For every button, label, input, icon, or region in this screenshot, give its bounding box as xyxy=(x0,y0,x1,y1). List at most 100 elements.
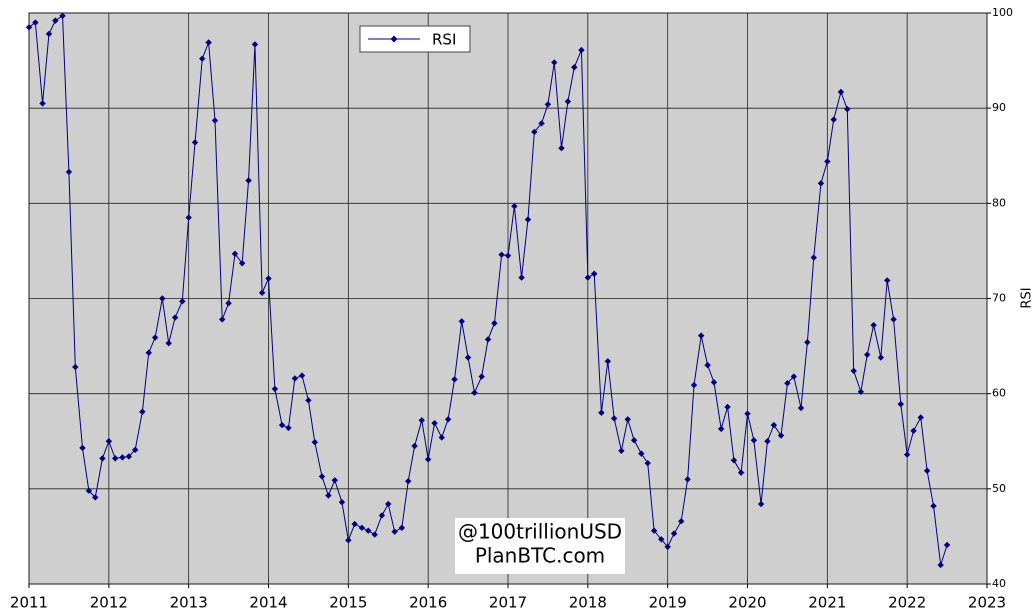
point xyxy=(870,321,877,329)
point xyxy=(52,17,59,24)
point xyxy=(438,434,445,441)
point xyxy=(618,447,625,454)
point xyxy=(777,432,785,439)
point xyxy=(837,88,845,96)
point xyxy=(710,379,718,386)
point xyxy=(630,437,638,444)
point xyxy=(39,100,46,107)
point xyxy=(418,417,425,424)
point xyxy=(844,105,851,113)
point xyxy=(884,277,891,284)
point xyxy=(624,416,631,423)
point xyxy=(704,361,711,369)
point xyxy=(518,274,525,281)
point xyxy=(943,541,951,549)
x-tick-label: 2018 xyxy=(569,594,607,612)
point xyxy=(538,120,545,127)
point xyxy=(930,502,937,510)
point xyxy=(351,520,358,528)
point xyxy=(551,59,558,66)
point xyxy=(345,537,352,544)
point xyxy=(358,524,366,532)
point xyxy=(99,455,106,462)
point xyxy=(897,400,904,408)
point xyxy=(638,450,645,457)
point xyxy=(458,318,465,325)
point xyxy=(45,30,53,38)
point xyxy=(910,427,917,434)
y-tick-label: 100 xyxy=(992,6,1013,19)
x-tick-label: 2011 xyxy=(10,594,48,612)
point xyxy=(131,446,139,454)
point xyxy=(717,425,725,433)
point xyxy=(378,512,386,519)
point xyxy=(278,421,286,429)
x-tick-label: 2021 xyxy=(808,594,846,612)
point xyxy=(65,168,73,176)
point xyxy=(724,403,731,411)
point xyxy=(171,314,179,321)
y-tick-label: 90 xyxy=(992,101,1006,114)
y-tick-label: 50 xyxy=(992,482,1006,495)
point xyxy=(864,351,871,358)
point xyxy=(757,500,765,508)
point xyxy=(405,478,412,485)
point xyxy=(159,295,166,302)
x-tick-label: 2017 xyxy=(489,594,527,612)
point xyxy=(578,46,585,54)
point xyxy=(937,561,944,569)
point xyxy=(737,469,745,476)
point xyxy=(730,457,738,464)
point xyxy=(59,12,66,20)
point xyxy=(564,98,572,105)
point xyxy=(338,498,346,506)
point xyxy=(531,128,538,136)
point xyxy=(650,527,658,534)
point xyxy=(331,477,338,484)
x-tick-label: 2019 xyxy=(649,594,687,612)
watermark-box xyxy=(455,518,625,574)
point xyxy=(917,414,924,421)
point xyxy=(598,409,605,416)
point xyxy=(298,372,306,379)
x-tick-label: 2022 xyxy=(888,594,926,612)
point xyxy=(119,454,126,461)
point xyxy=(72,363,79,371)
point xyxy=(191,139,199,146)
point xyxy=(658,536,665,543)
point xyxy=(365,527,372,534)
point xyxy=(604,358,611,365)
point xyxy=(32,19,39,26)
point xyxy=(444,416,452,423)
point xyxy=(199,55,206,62)
point xyxy=(591,270,598,277)
point xyxy=(305,397,312,404)
point xyxy=(670,530,678,537)
point xyxy=(112,455,119,462)
x-tick-label: 2015 xyxy=(329,594,367,612)
point xyxy=(664,543,671,551)
point xyxy=(245,177,252,184)
point xyxy=(498,251,505,258)
point xyxy=(784,379,791,387)
point xyxy=(558,144,565,152)
point xyxy=(151,334,159,341)
y-tick-label: 60 xyxy=(992,387,1006,400)
point xyxy=(877,354,885,361)
point xyxy=(145,349,152,356)
point xyxy=(285,424,292,432)
x-tick-label: 2023 xyxy=(968,594,1006,612)
point xyxy=(424,456,432,463)
point xyxy=(231,250,239,257)
legend-marker xyxy=(390,35,398,43)
point xyxy=(804,339,811,346)
point xyxy=(225,300,232,307)
point xyxy=(211,117,219,124)
point xyxy=(504,252,512,259)
y-tick-label: 70 xyxy=(992,292,1006,305)
point xyxy=(571,64,578,71)
point xyxy=(251,41,259,48)
point xyxy=(325,492,332,499)
point xyxy=(824,158,831,165)
